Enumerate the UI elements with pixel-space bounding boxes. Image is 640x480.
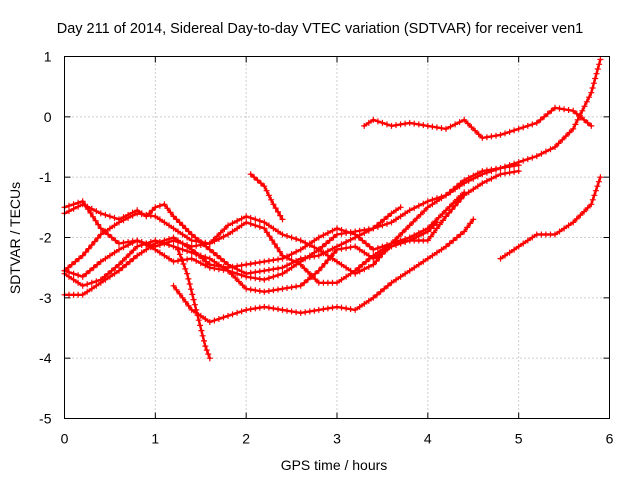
series-markers bbox=[175, 246, 213, 362]
series-markers bbox=[61, 168, 522, 295]
series-track-8 bbox=[175, 246, 213, 362]
plot-area bbox=[61, 56, 604, 362]
y-tick-label: -2 bbox=[39, 230, 52, 246]
x-tick-label: 6 bbox=[606, 431, 614, 447]
series-track-3 bbox=[61, 168, 522, 295]
series-markers bbox=[170, 216, 477, 325]
x-tick-label: 5 bbox=[515, 431, 523, 447]
chart-title: Day 211 of 2014, Sidereal Day-to-day VTE… bbox=[57, 21, 584, 37]
x-tick-label: 1 bbox=[151, 431, 159, 447]
x-tick-label: 0 bbox=[61, 431, 69, 447]
series-track-10 bbox=[361, 104, 595, 141]
series-line bbox=[499, 175, 602, 260]
series-markers bbox=[247, 171, 286, 223]
series-markers bbox=[497, 174, 604, 262]
plot-frame bbox=[64, 56, 610, 419]
series-markers bbox=[361, 104, 595, 141]
x-tick-label: 2 bbox=[242, 431, 250, 447]
series-track-11 bbox=[497, 174, 604, 262]
y-tick-label: -4 bbox=[39, 350, 52, 366]
x-tick-label: 3 bbox=[333, 431, 341, 447]
series-line bbox=[363, 106, 593, 140]
series-track-9 bbox=[247, 171, 286, 223]
series-track-6 bbox=[61, 201, 404, 277]
series-markers bbox=[61, 162, 522, 298]
y-tick-label: -1 bbox=[39, 169, 52, 185]
series-line bbox=[63, 163, 520, 296]
x-axis-label: GPS time / hours bbox=[281, 457, 388, 473]
y-tick-label: -3 bbox=[39, 290, 52, 306]
series-track-7 bbox=[170, 216, 477, 325]
y-tick-label: 1 bbox=[44, 49, 52, 65]
x-tick-label: 4 bbox=[424, 431, 432, 447]
y-tick-label: -5 bbox=[39, 411, 52, 427]
series-track-2 bbox=[61, 162, 522, 298]
y-axis-label: SDTVAR / TECUs bbox=[7, 182, 23, 294]
y-tick-label: 0 bbox=[44, 109, 52, 125]
